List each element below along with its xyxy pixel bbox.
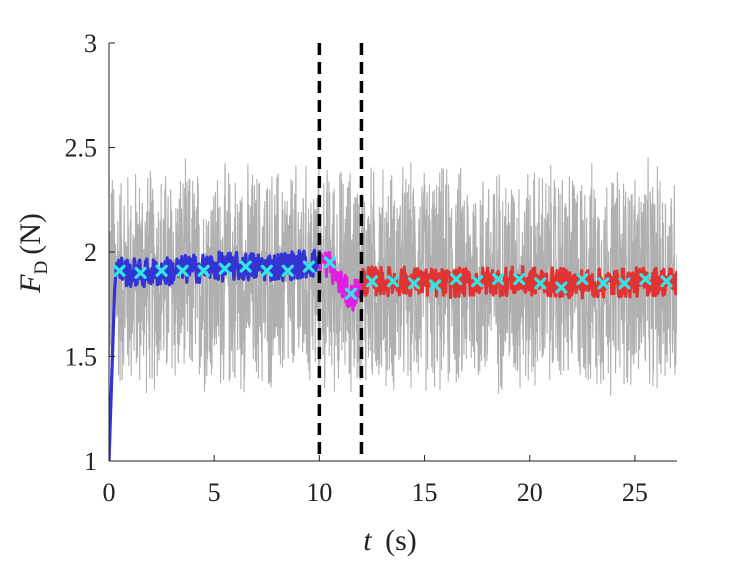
marker xyxy=(113,264,126,277)
plot-area xyxy=(109,43,677,461)
marker-stroke-b xyxy=(618,277,631,290)
marker xyxy=(639,273,652,286)
marker-stroke-b xyxy=(365,275,379,288)
filtered-after-line xyxy=(359,265,677,300)
marker xyxy=(428,279,442,292)
marker-stroke-b xyxy=(344,287,358,300)
x-axis-label-unit: (s) xyxy=(385,524,417,557)
marker-stroke-b xyxy=(281,264,294,277)
marker-stroke-b xyxy=(386,275,400,288)
axes: 0 5 10 15 20 25 1 1.5 2 2.5 3 xyxy=(65,29,677,507)
marker-stroke-b xyxy=(239,260,252,273)
y-tick-label: 1.5 xyxy=(65,343,98,372)
marker-stroke-b xyxy=(639,273,652,286)
y-axis-label-unit: (N) xyxy=(14,213,47,255)
y-tick-label: 3 xyxy=(84,29,97,58)
marker-stroke-b xyxy=(218,262,231,275)
marker-stroke-b xyxy=(260,264,273,277)
marker-stroke-b xyxy=(407,277,421,290)
filtered-transition-line xyxy=(317,250,363,312)
marker xyxy=(323,256,336,269)
x-tick-label: 20 xyxy=(517,478,543,507)
marker-stroke-b xyxy=(176,264,189,277)
marker-stroke-b xyxy=(492,273,505,286)
marker-stroke-b xyxy=(197,264,210,277)
marker-stroke-b xyxy=(471,275,484,288)
marker xyxy=(597,277,610,290)
raw-signal-line xyxy=(109,157,677,396)
marker-stroke-b xyxy=(597,277,610,290)
marker-stroke-b xyxy=(660,275,673,288)
x-tick-label: 25 xyxy=(622,478,648,507)
marker xyxy=(534,277,547,290)
marker xyxy=(218,262,231,275)
marker-stroke-b xyxy=(576,273,589,286)
marker xyxy=(618,277,631,290)
x-tick-label: 15 xyxy=(412,478,438,507)
marker-stroke-b xyxy=(428,279,442,292)
marker xyxy=(660,275,673,288)
x-tick-label: 10 xyxy=(306,478,332,507)
x-tick-label: 0 xyxy=(103,478,116,507)
marker xyxy=(134,266,147,279)
marker xyxy=(407,277,421,290)
y-axis-label-var: F xyxy=(14,274,47,294)
marker-stroke-b xyxy=(155,264,168,277)
marker xyxy=(555,281,568,294)
x-tick-label: 5 xyxy=(208,478,221,507)
y-axis-label-sub: D xyxy=(31,261,52,275)
marker xyxy=(386,275,400,288)
marker-stroke-b xyxy=(450,273,463,286)
x-axis-label-var: t xyxy=(363,524,372,557)
marker xyxy=(576,273,589,286)
marker-stroke-b xyxy=(134,266,147,279)
marker-stroke-b xyxy=(513,273,526,286)
marker xyxy=(365,275,379,288)
marker xyxy=(176,264,189,277)
x-axis-label: t (s) xyxy=(363,524,417,557)
marker xyxy=(471,275,484,288)
marker-stroke-b xyxy=(113,264,126,277)
marker xyxy=(513,273,526,286)
marker xyxy=(450,273,463,286)
y-tick-label: 2 xyxy=(84,238,97,267)
marker xyxy=(281,264,294,277)
marker-stroke-b xyxy=(534,277,547,290)
marker xyxy=(344,287,358,300)
marker xyxy=(260,264,273,277)
y-tick-label: 2.5 xyxy=(65,134,98,163)
marker-stroke-b xyxy=(555,281,568,294)
marker xyxy=(492,273,505,286)
y-tick-label: 1 xyxy=(84,447,97,476)
marker xyxy=(239,260,252,273)
marker-stroke-b xyxy=(323,256,336,269)
marker xyxy=(197,264,210,277)
marker-stroke-b xyxy=(302,260,315,273)
marker xyxy=(302,260,315,273)
marker xyxy=(155,264,168,277)
y-axis-label: FD (N) xyxy=(14,213,52,294)
